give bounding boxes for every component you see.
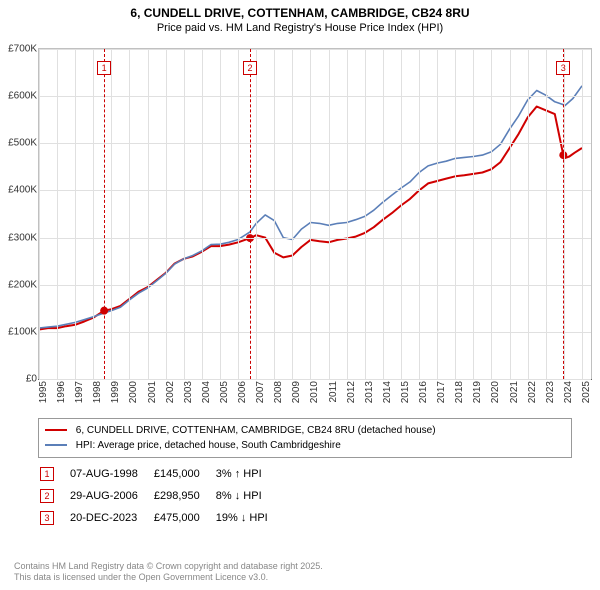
x-axis-label: 1996 bbox=[56, 381, 67, 403]
x-axis-label: 2000 bbox=[128, 381, 139, 403]
legend-label: HPI: Average price, detached house, Sout… bbox=[76, 440, 341, 451]
event-price: £145,000 bbox=[154, 464, 214, 484]
x-axis-label: 2019 bbox=[472, 381, 483, 403]
event-marker: 2 bbox=[243, 61, 257, 75]
y-axis-label: £300K bbox=[8, 232, 37, 243]
event-date: 07-AUG-1998 bbox=[70, 464, 152, 484]
y-axis-label: £700K bbox=[8, 44, 37, 55]
event-delta: 3% ↑ HPI bbox=[216, 464, 282, 484]
x-axis-label: 2021 bbox=[509, 381, 520, 403]
x-axis-label: 2011 bbox=[328, 381, 339, 403]
x-axis-label: 2025 bbox=[581, 381, 592, 403]
x-axis-label: 1998 bbox=[92, 381, 103, 403]
x-axis-label: 2001 bbox=[147, 381, 158, 403]
x-axis-label: 2013 bbox=[364, 381, 375, 403]
x-axis-label: 1999 bbox=[110, 381, 121, 403]
event-row: 3 20-DEC-2023£475,00019% ↓ HPI bbox=[40, 508, 282, 528]
legend-item-price-paid: 6, CUNDELL DRIVE, COTTENHAM, CAMBRIDGE, … bbox=[45, 423, 565, 438]
x-axis-label: 2014 bbox=[382, 381, 393, 403]
legend-swatch bbox=[45, 444, 67, 446]
event-marker: 1 bbox=[97, 61, 111, 75]
chart-subtitle: Price paid vs. HM Land Registry's House … bbox=[0, 22, 600, 38]
legend-swatch bbox=[45, 429, 67, 431]
legend-item-hpi: HPI: Average price, detached house, Sout… bbox=[45, 438, 565, 453]
chart-container: 6, CUNDELL DRIVE, COTTENHAM, CAMBRIDGE, … bbox=[0, 0, 600, 590]
x-axis-label: 2023 bbox=[545, 381, 556, 403]
x-axis-label: 2005 bbox=[219, 381, 230, 403]
attribution-line: Contains HM Land Registry data © Crown c… bbox=[14, 561, 323, 573]
x-axis-label: 2002 bbox=[165, 381, 176, 403]
event-marker-icon: 2 bbox=[40, 489, 54, 503]
y-axis-label: £200K bbox=[8, 279, 37, 290]
x-axis-label: 2017 bbox=[436, 381, 447, 403]
event-table: 1 07-AUG-1998£145,0003% ↑ HPI 2 29-AUG-2006… bbox=[38, 462, 284, 530]
event-delta: 8% ↓ HPI bbox=[216, 486, 282, 506]
x-axis-label: 2015 bbox=[400, 381, 411, 403]
x-axis-label: 2008 bbox=[273, 381, 284, 403]
event-marker: 3 bbox=[556, 61, 570, 75]
x-axis-label: 2018 bbox=[454, 381, 465, 403]
chart-title: 6, CUNDELL DRIVE, COTTENHAM, CAMBRIDGE, … bbox=[0, 0, 600, 22]
x-axis-label: 2004 bbox=[201, 381, 212, 403]
x-axis-label: 2006 bbox=[237, 381, 248, 403]
event-marker-icon: 3 bbox=[40, 511, 54, 525]
legend-label: 6, CUNDELL DRIVE, COTTENHAM, CAMBRIDGE, … bbox=[76, 425, 436, 436]
x-axis-label: 2012 bbox=[346, 381, 357, 403]
y-axis-label: £600K bbox=[8, 91, 37, 102]
event-row: 2 29-AUG-2006£298,9508% ↓ HPI bbox=[40, 486, 282, 506]
x-axis-label: 2022 bbox=[527, 381, 538, 403]
x-axis-label: 2007 bbox=[255, 381, 266, 403]
x-axis-label: 2020 bbox=[490, 381, 501, 403]
y-axis-label: £100K bbox=[8, 326, 37, 337]
event-row: 1 07-AUG-1998£145,0003% ↑ HPI bbox=[40, 464, 282, 484]
legend: 6, CUNDELL DRIVE, COTTENHAM, CAMBRIDGE, … bbox=[38, 418, 572, 458]
y-axis-label: £500K bbox=[8, 138, 37, 149]
x-axis-label: 2024 bbox=[563, 381, 574, 403]
y-axis-label: £0 bbox=[26, 374, 37, 385]
x-axis-label: 2016 bbox=[418, 381, 429, 403]
event-delta: 19% ↓ HPI bbox=[216, 508, 282, 528]
attribution: Contains HM Land Registry data © Crown c… bbox=[14, 561, 323, 584]
x-axis-label: 2010 bbox=[309, 381, 320, 403]
event-price: £475,000 bbox=[154, 508, 214, 528]
x-axis-label: 2003 bbox=[183, 381, 194, 403]
x-axis-label: 2009 bbox=[291, 381, 302, 403]
attribution-line: This data is licensed under the Open Gov… bbox=[14, 572, 323, 584]
x-axis-label: 1995 bbox=[38, 381, 49, 403]
y-axis-label: £400K bbox=[8, 185, 37, 196]
event-marker-icon: 1 bbox=[40, 467, 54, 481]
event-date: 29-AUG-2006 bbox=[70, 486, 152, 506]
x-axis-label: 1997 bbox=[74, 381, 85, 403]
chart-svg bbox=[39, 49, 591, 379]
event-date: 20-DEC-2023 bbox=[70, 508, 152, 528]
event-price: £298,950 bbox=[154, 486, 214, 506]
plot-area: £0£100K£200K£300K£400K£500K£600K£700K199… bbox=[38, 48, 592, 380]
